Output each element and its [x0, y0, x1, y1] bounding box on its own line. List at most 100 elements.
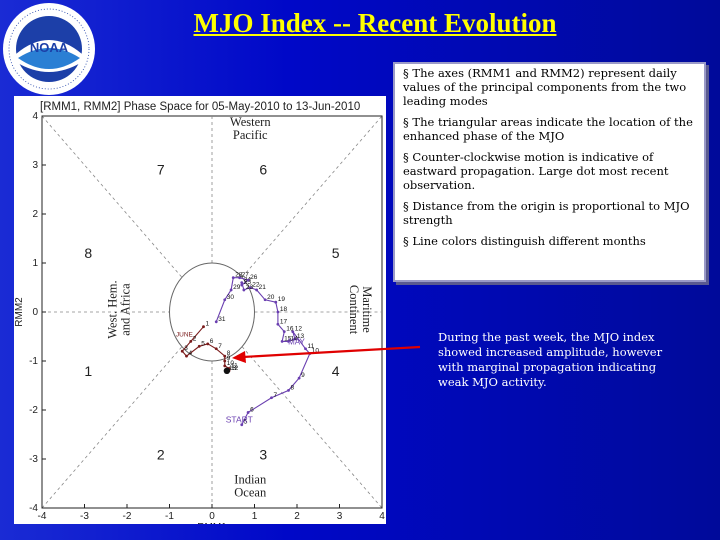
day-label: 26	[250, 274, 258, 281]
day-label: 7	[218, 343, 222, 350]
day-label: 19	[278, 296, 286, 303]
logo-text: NOAA	[30, 40, 69, 55]
data-point	[223, 298, 227, 302]
region-label-maritime-continent: MaritimeContinent	[347, 285, 374, 335]
day-label: 18	[280, 306, 288, 313]
bullet-1: § The axes (RMM1 and RMM2) represent dai…	[403, 66, 687, 108]
data-point	[248, 286, 252, 289]
y-axis-label: RMM2	[14, 297, 25, 327]
day-label: 1	[206, 321, 210, 328]
day-label: 2	[193, 335, 197, 342]
data-point	[197, 344, 201, 348]
phase-label: 2	[157, 447, 165, 463]
y-tick-label: 4	[32, 111, 38, 122]
x-tick-label: -2	[123, 511, 132, 522]
y-tick-label: -4	[29, 503, 38, 514]
day-label: 30	[227, 294, 235, 301]
data-point	[246, 278, 250, 282]
day-label: 29	[233, 284, 241, 291]
data-point	[189, 340, 193, 343]
phase-label: 1	[84, 363, 92, 379]
data-point	[202, 325, 205, 329]
month-label-june: JUNE	[176, 332, 194, 339]
bullet-3: § Counter-clockwise motion is indicative…	[403, 150, 669, 192]
x-tick-label: 0	[209, 511, 215, 522]
data-point	[229, 288, 233, 292]
data-point	[180, 349, 184, 353]
data-point	[223, 359, 227, 363]
bullet-2: § The triangular areas indicate the loca…	[403, 115, 693, 143]
day-label: 12	[295, 326, 303, 333]
data-point	[270, 396, 273, 400]
data-point	[297, 376, 301, 380]
month-label-may: MAY	[288, 337, 305, 346]
y-tick-label: 3	[32, 160, 38, 171]
noaa-logo: NOAA	[3, 3, 95, 95]
day-label: 8	[291, 384, 295, 391]
phase-space-svg: [RMM1, RMM2] Phase Space for 05-May-2010…	[14, 101, 385, 524]
phase-label: 4	[332, 363, 340, 379]
day-label: 7	[274, 392, 278, 399]
data-point	[276, 310, 280, 314]
day-label: 22	[252, 282, 260, 289]
data-point	[287, 340, 290, 343]
region-label-indian-ocean: Indian Ocean	[234, 473, 267, 500]
info-box: § The axes (RMM1 and RMM2) represent dai…	[393, 62, 706, 282]
y-tick-label: 0	[32, 307, 38, 318]
day-label: 11	[308, 343, 315, 350]
region-label-west-hem-africa: West. Hem.and Africa	[105, 280, 132, 338]
day-label: 3	[184, 345, 188, 352]
day-label: 11	[231, 362, 238, 369]
y-tick-label: -3	[29, 454, 38, 465]
x-tick-label: -1	[165, 511, 174, 522]
day-label: 20	[267, 294, 275, 301]
data-point	[255, 288, 259, 292]
data-point	[242, 288, 246, 292]
data-point	[214, 347, 218, 351]
x-tick-label: -4	[38, 511, 47, 522]
y-tick-label: 1	[32, 258, 38, 269]
data-point	[206, 342, 210, 346]
data-point	[185, 354, 188, 358]
phase-label: 7	[157, 161, 165, 177]
data-point	[240, 423, 244, 427]
bullet-4: § Distance from the origin is proportion…	[403, 199, 690, 227]
data-point	[263, 298, 267, 302]
day-label: 9	[227, 355, 231, 362]
day-label: 6	[210, 338, 214, 345]
day-label: 17	[280, 318, 288, 325]
data-point	[214, 320, 218, 324]
data-point	[231, 276, 235, 280]
latest-observation-dot	[223, 367, 231, 374]
day-label: 31	[218, 316, 226, 323]
phase-boundary	[41, 115, 183, 278]
phase-label: 8	[84, 245, 92, 261]
unit-circle	[169, 262, 255, 362]
region-label-western-pacific: Western Pacific	[230, 115, 271, 142]
day-label: 5	[201, 340, 205, 347]
data-point	[238, 276, 242, 280]
day-label: 12	[231, 365, 239, 372]
day-label: 25	[244, 279, 252, 286]
data-point	[223, 364, 227, 368]
bullet-5: § Line colors distinguish different mont…	[403, 234, 646, 248]
data-point	[223, 354, 227, 358]
data-point	[291, 330, 295, 333]
mjo-phase-chart: [RMM1, RMM2] Phase Space for 05-May-2010…	[14, 96, 386, 524]
day-label: 23	[246, 284, 254, 291]
phase-label: 5	[332, 245, 340, 261]
slide-title: MJO Index -- Recent Evolution	[193, 8, 557, 38]
day-label: 8	[227, 350, 231, 357]
y-tick-label: -2	[29, 405, 38, 416]
data-point	[304, 347, 307, 351]
data-point	[246, 411, 250, 414]
data-point	[276, 322, 280, 326]
day-label: 6	[250, 406, 254, 413]
day-label: 9	[301, 372, 305, 379]
phase-boundary	[41, 346, 183, 509]
day-label: 13	[229, 365, 237, 372]
x-tick-label: 1	[252, 511, 258, 522]
y-tick-label: 2	[32, 209, 38, 220]
phase-label: 6	[259, 161, 267, 177]
day-label: 21	[259, 284, 267, 291]
